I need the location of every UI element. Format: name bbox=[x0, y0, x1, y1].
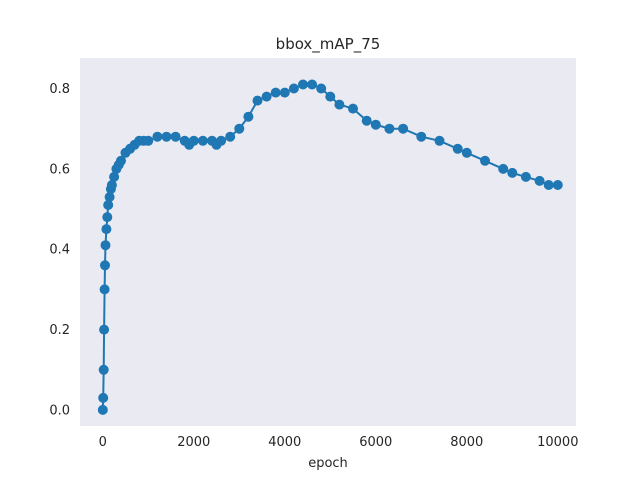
data-point bbox=[325, 91, 336, 102]
data-point bbox=[398, 123, 409, 134]
data-point bbox=[104, 192, 115, 202]
x-tick-label: 6000 bbox=[359, 435, 392, 450]
data-point bbox=[161, 131, 172, 142]
series-layer bbox=[97, 79, 563, 415]
x-tick-label: 4000 bbox=[268, 435, 301, 450]
data-point bbox=[197, 135, 208, 146]
x-axis-label: epoch bbox=[308, 456, 348, 471]
y-tick-label: 0.6 bbox=[49, 162, 70, 177]
data-point bbox=[416, 131, 427, 142]
x-axis: 0 2000 4000 6000 8000 10000 bbox=[99, 435, 579, 450]
data-point bbox=[103, 200, 114, 210]
x-tick-label: 0 bbox=[99, 435, 107, 450]
data-point bbox=[143, 135, 154, 146]
data-point bbox=[101, 224, 112, 235]
data-point bbox=[100, 260, 110, 271]
data-point bbox=[170, 131, 181, 142]
data-point bbox=[552, 180, 563, 190]
data-point bbox=[288, 83, 299, 94]
data-point bbox=[99, 324, 110, 335]
data-point bbox=[261, 91, 272, 102]
y-tick-label: 0.4 bbox=[49, 243, 70, 258]
data-point bbox=[152, 131, 163, 142]
data-point bbox=[99, 284, 110, 295]
data-point bbox=[102, 212, 113, 223]
data-point bbox=[434, 135, 445, 146]
data-point bbox=[106, 180, 117, 190]
data-point bbox=[361, 115, 372, 126]
data-point bbox=[225, 131, 236, 142]
data-point bbox=[98, 392, 109, 403]
data-point bbox=[384, 123, 395, 134]
data-point bbox=[307, 79, 318, 90]
x-tick-label: 8000 bbox=[450, 435, 483, 450]
data-point bbox=[348, 103, 358, 114]
data-point bbox=[97, 404, 108, 415]
data-point bbox=[298, 79, 308, 90]
data-point bbox=[334, 99, 345, 110]
data-point bbox=[452, 143, 463, 154]
data-point bbox=[109, 171, 120, 182]
y-tick-label: 0.0 bbox=[49, 403, 70, 418]
x-tick-label: 2000 bbox=[177, 435, 210, 450]
data-point bbox=[270, 87, 281, 98]
data-point bbox=[188, 135, 199, 146]
data-point bbox=[520, 171, 531, 182]
data-point bbox=[480, 155, 490, 166]
data-point bbox=[116, 155, 126, 166]
y-tick-label: 0.8 bbox=[49, 82, 70, 97]
data-point bbox=[534, 175, 545, 186]
plot-area bbox=[80, 58, 576, 426]
data-point bbox=[243, 111, 254, 122]
data-point bbox=[234, 123, 245, 134]
x-tick-label: 10000 bbox=[537, 435, 578, 450]
data-point bbox=[461, 147, 472, 158]
data-point bbox=[543, 180, 554, 190]
chart-title: bbox_mAP_75 bbox=[276, 35, 381, 54]
y-axis: 0.0 0.2 0.4 0.6 0.8 bbox=[49, 82, 70, 418]
data-point bbox=[507, 167, 518, 178]
data-point bbox=[370, 119, 381, 130]
data-point bbox=[498, 163, 509, 174]
data-point bbox=[252, 95, 263, 106]
data-point bbox=[216, 135, 227, 146]
data-point bbox=[100, 240, 111, 251]
data-point bbox=[279, 87, 290, 98]
data-point bbox=[98, 364, 109, 375]
y-tick-label: 0.2 bbox=[49, 323, 70, 338]
data-point bbox=[316, 83, 327, 94]
